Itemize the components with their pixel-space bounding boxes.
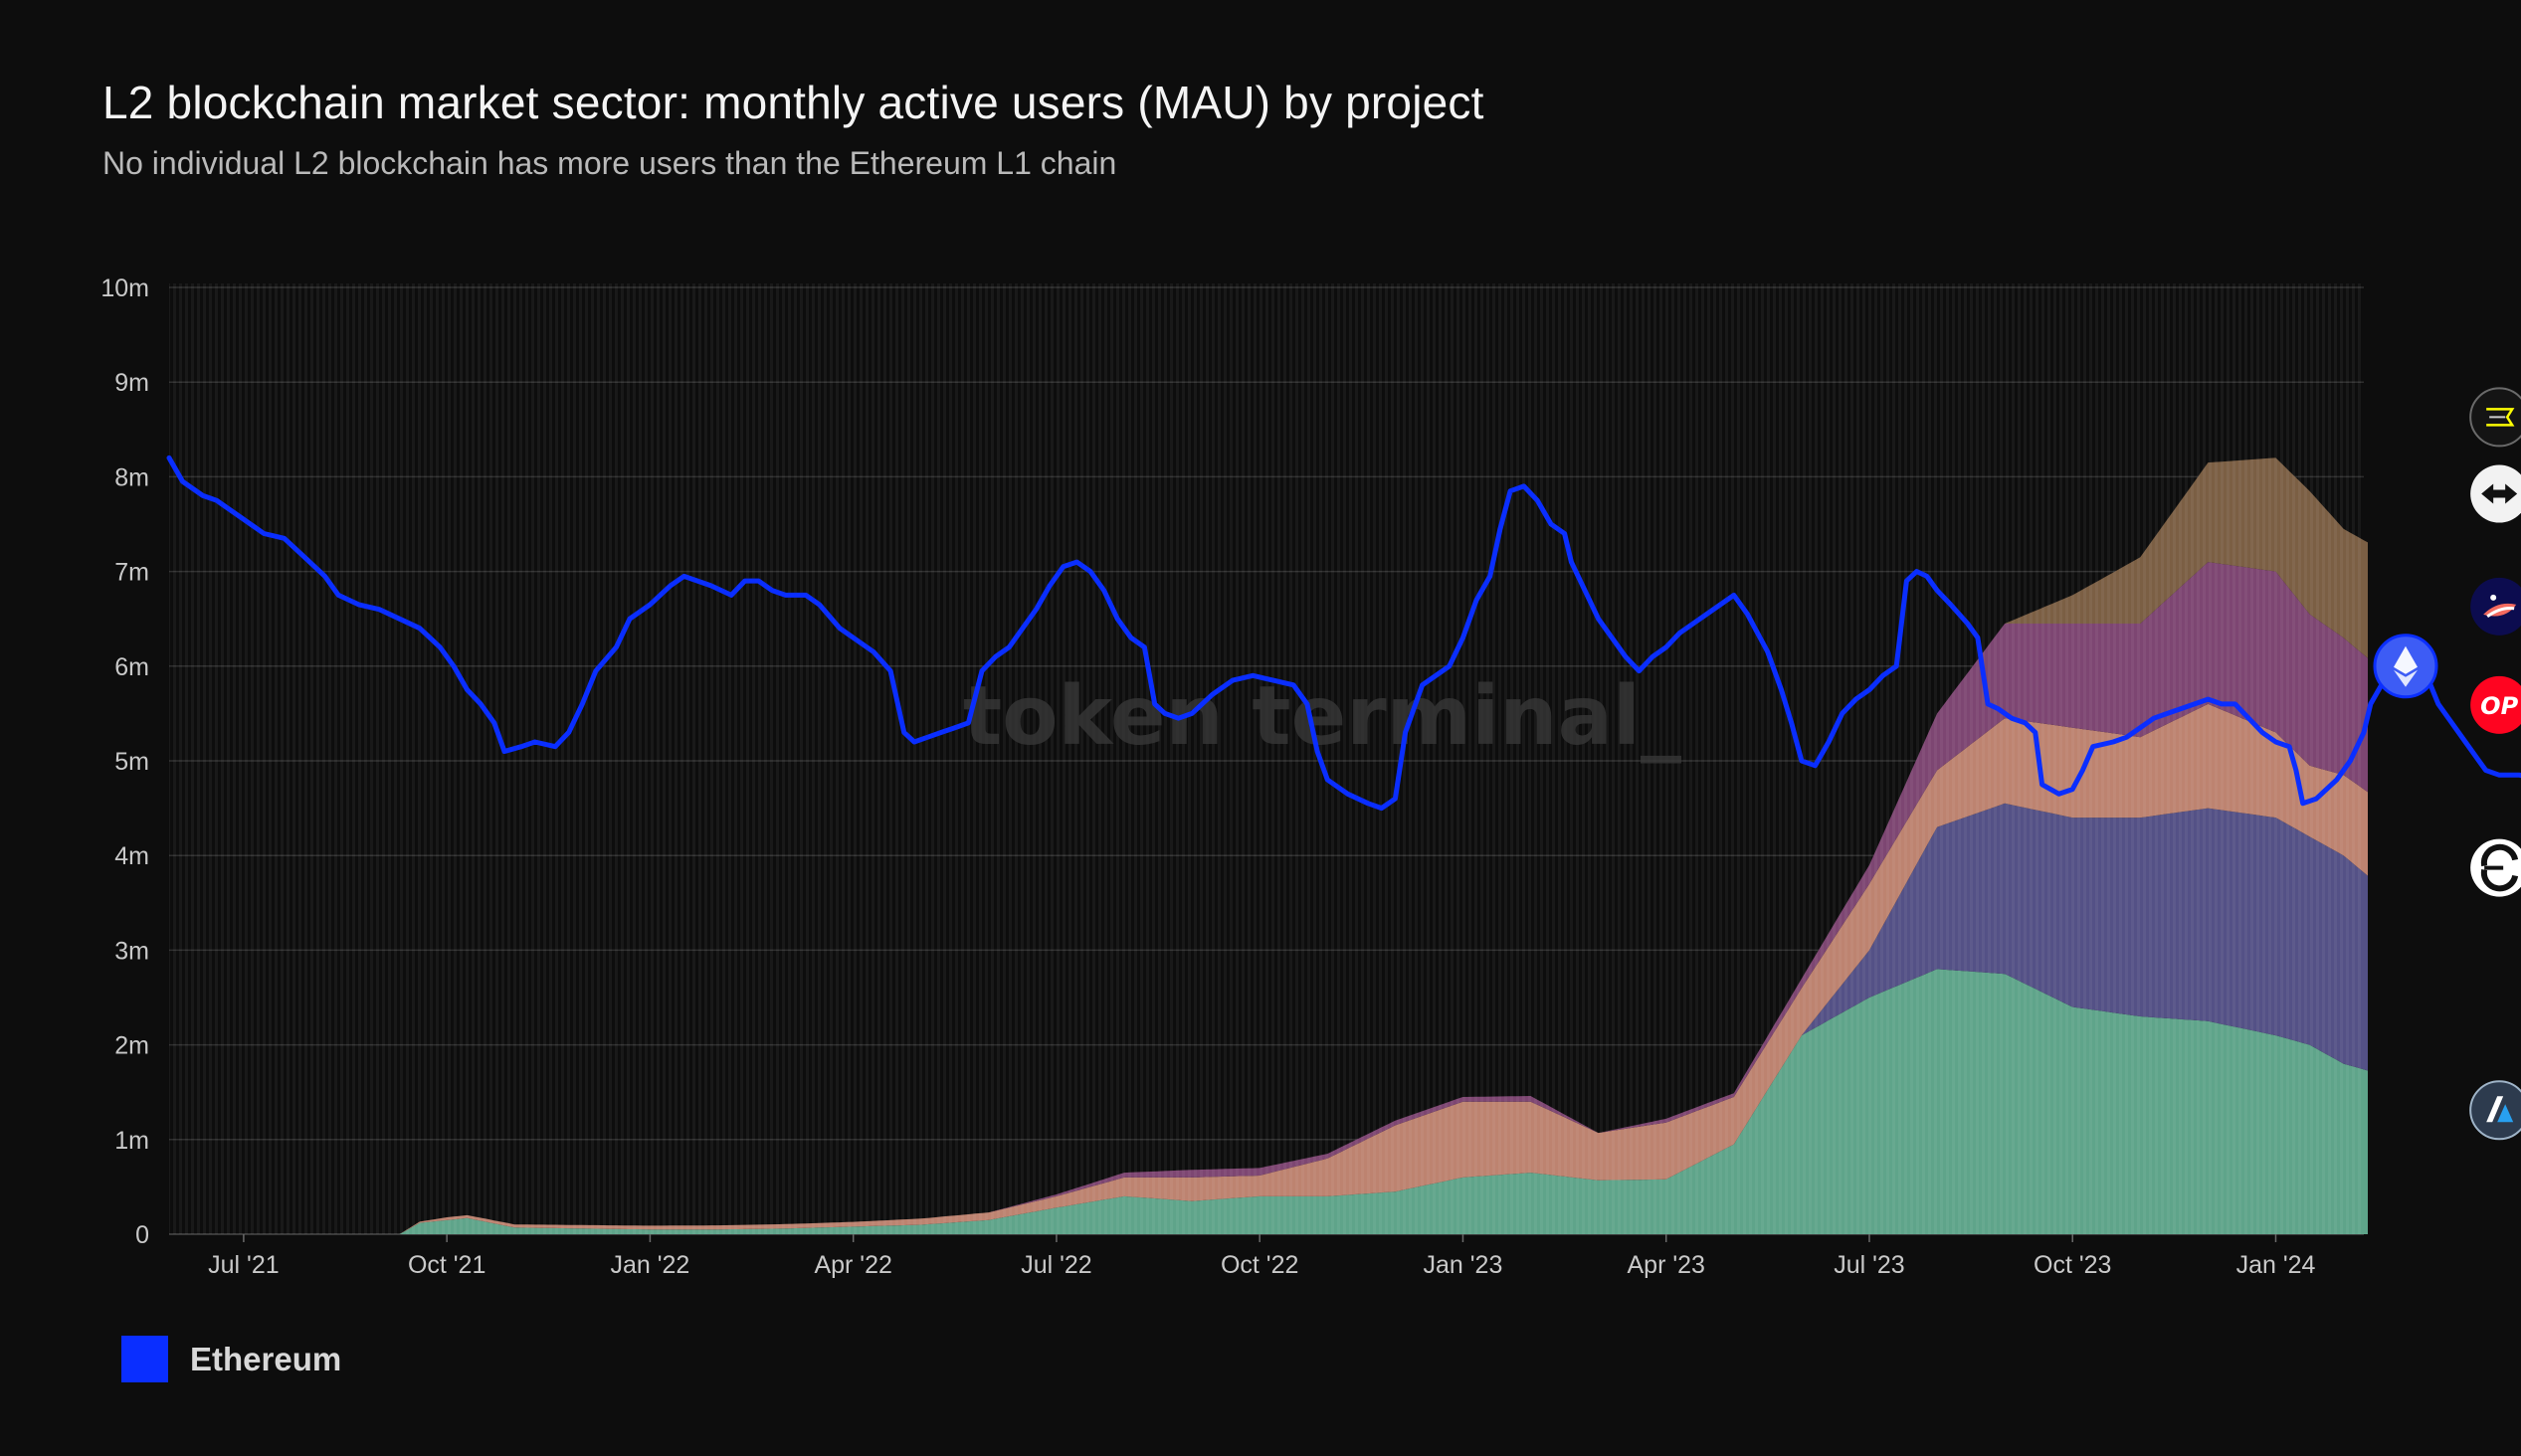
x-tick-label: Jul '22 (1021, 1251, 1091, 1279)
y-tick-label: 4m (114, 842, 149, 870)
svg-text:OP: OP (2480, 692, 2518, 720)
zksync-icon[interactable] (2470, 464, 2521, 523)
y-tick-label: 0 (135, 1221, 149, 1249)
base-icon[interactable] (2470, 838, 2521, 897)
line-ethereum[interactable] (166, 455, 2521, 812)
y-tick-label: 5m (114, 748, 149, 776)
x-tick-label: Jul '21 (208, 1251, 279, 1279)
legend: Ethereum (121, 1336, 341, 1382)
y-tick-label: 8m (114, 463, 149, 491)
x-tick-label: Jan '23 (1424, 1251, 1503, 1279)
y-tick-label: 3m (114, 937, 149, 965)
stripe-texture (169, 283, 2364, 1234)
legend-label-ethereum[interactable]: Ethereum (190, 1340, 342, 1377)
legend-swatch-ethereum[interactable] (121, 1336, 168, 1382)
x-tick-label: Jul '23 (1834, 1251, 1904, 1279)
arbitrum-icon[interactable] (2469, 1080, 2521, 1141)
chart-title: L2 blockchain market sector: monthly act… (102, 77, 1484, 128)
x-tick-label: Jan '24 (2236, 1251, 2316, 1279)
y-tick-label: 10m (100, 274, 149, 302)
x-tick-label: Apr '22 (814, 1251, 891, 1279)
optimism-icon[interactable]: OP (2470, 675, 2521, 734)
y-tick-label: 1m (114, 1127, 149, 1155)
watermark: token terminal_ (963, 669, 1681, 764)
x-tick-label: Oct '21 (408, 1251, 485, 1279)
y-tick-label: 7m (114, 559, 149, 587)
x-tick-label: Apr '23 (1627, 1251, 1704, 1279)
blast-icon[interactable] (2469, 387, 2521, 448)
x-tick-label: Oct '22 (1221, 1251, 1298, 1279)
y-tick-label: 9m (114, 369, 149, 397)
ethereum-icon[interactable] (2373, 634, 2438, 699)
y-tick-label: 6m (114, 653, 149, 681)
starknet-icon[interactable] (2470, 577, 2521, 636)
x-tick-label: Oct '23 (2034, 1251, 2111, 1279)
y-tick-label: 2m (114, 1032, 149, 1060)
chart-subtitle: No individual L2 blockchain has more use… (102, 145, 1117, 181)
x-tick-label: Jan '22 (610, 1251, 689, 1279)
